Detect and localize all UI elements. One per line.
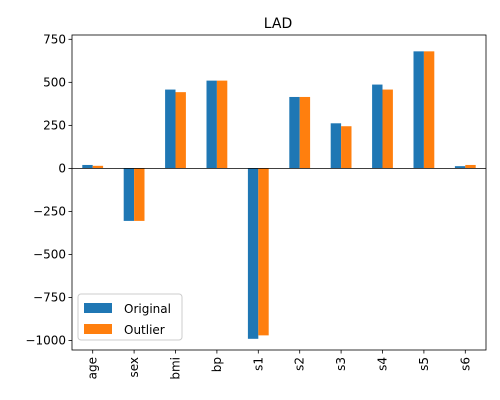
bar-outlier-s3 [341,126,352,169]
bar-original-bmi [165,89,176,169]
x-tick-label: sex [127,357,141,378]
legend-swatch-outlier [84,324,112,334]
legend-label-outlier: Outlier [124,323,165,337]
bar-outlier-s1 [258,168,269,336]
bar-outlier-sex [134,168,145,221]
bar-original-s3 [330,123,342,169]
axes-group: −1000 −750 −500 −250 0 250 500 750 age sex bmi bp s1… [25,32,487,380]
chart-title: LAD [264,16,292,32]
bar-original-s6 [454,166,466,169]
bar-original-s2 [289,96,300,169]
bar-outlier-bp [216,80,228,169]
bar-outlier-s4 [382,89,393,169]
x-tick-label: age [86,357,100,379]
legend-swatch-original [84,303,112,313]
bar-original-s4 [372,84,383,169]
x-tick-label: s4 [376,357,390,371]
x-tick-label: s6 [458,357,472,371]
bar-original-s1 [247,168,259,339]
bar-outlier-s5 [423,51,435,169]
y-tick-label: −1000 [25,334,66,348]
y-tick-label: 250 [43,118,66,132]
bar-outlier-bmi [175,92,186,169]
bar-outlier-s6 [465,164,476,169]
bar-original-s5 [413,51,424,169]
bar-original-sex [123,168,135,221]
bar-original-age [82,164,93,169]
x-tick-label: s3 [334,357,348,371]
x-tick-label: s2 [293,357,307,371]
x-tick-label: s5 [417,357,431,371]
plot-frame [71,34,487,351]
x-tick-label: bp [210,357,224,372]
y-tick-label: −250 [33,204,66,218]
bars-group [82,51,476,339]
legend: Original Outlier [77,293,183,341]
y-tick-label: −500 [33,247,66,261]
bar-outlier-age [92,165,104,169]
bar-original-bp [206,80,217,169]
y-tick-label: 0 [58,161,66,175]
y-tick-label: 500 [43,75,66,89]
x-tick-label: s1 [251,357,265,371]
legend-label-original: Original [124,302,171,316]
y-tick-label: 750 [43,32,66,46]
x-tick-label: bmi [169,357,183,380]
y-tick-label: −750 [33,291,66,305]
bar-outlier-s2 [299,96,311,169]
